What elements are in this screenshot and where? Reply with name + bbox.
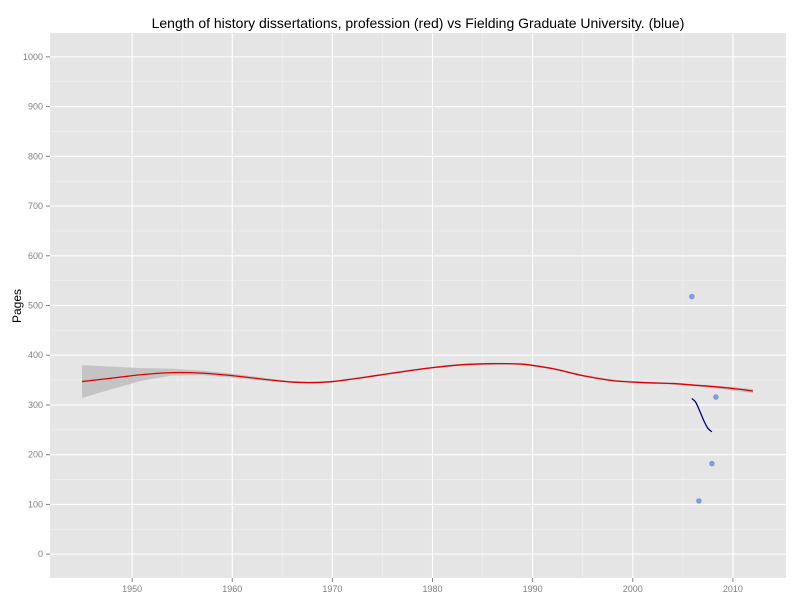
x-tick-label: 1990 [523, 584, 543, 594]
data-point [709, 460, 715, 467]
y-tick-label: 700 [28, 201, 43, 211]
y-tick-label: 600 [28, 251, 43, 261]
x-axis: 1950 1960 1970 1980 1990 2000 2010 [122, 578, 743, 594]
series-line-1 [691, 398, 713, 433]
x-tick-label: 1980 [423, 584, 443, 594]
y-tick-label: 300 [28, 400, 43, 410]
data-point [696, 498, 702, 504]
y-tick-label: 200 [28, 450, 43, 460]
y-axis-label: Pages [10, 289, 24, 323]
x-tick-label: 1970 [322, 584, 342, 594]
y-tick-label: 900 [28, 102, 43, 112]
y-tick-label: 500 [28, 301, 43, 311]
y-tick-label: 1000 [23, 52, 43, 62]
x-tick-label: 2010 [723, 584, 743, 594]
data-point [713, 394, 719, 400]
x-tick-label: 1960 [222, 584, 242, 594]
series-layer [81, 293, 754, 504]
series-line-0 [81, 362, 754, 392]
y-tick-label: 800 [28, 151, 43, 161]
x-tick-label: 1950 [122, 584, 142, 594]
grid-major [50, 33, 786, 578]
x-tick-label: 2000 [623, 584, 643, 594]
y-tick-label: 100 [28, 499, 43, 509]
data-point [689, 293, 695, 300]
chart-title: Length of history dissertations, profess… [152, 15, 685, 31]
y-tick-label: 0 [38, 549, 43, 559]
y-axis: 0 100 200 300 400 500 600 700 800 900 1000 [23, 52, 50, 559]
y-tick-label: 400 [28, 350, 43, 360]
